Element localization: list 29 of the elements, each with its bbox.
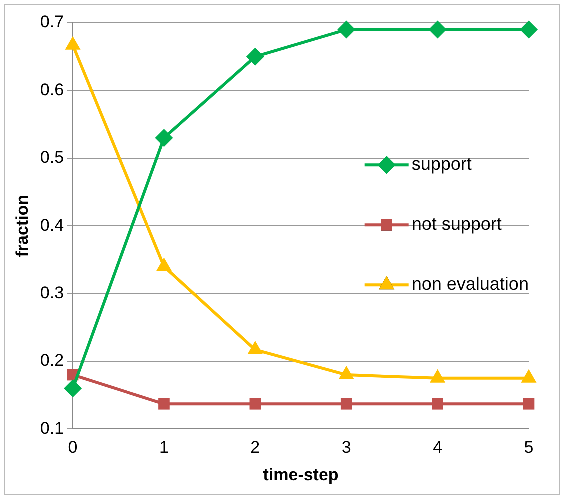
point: [250, 398, 262, 410]
point: [428, 20, 447, 39]
x-axis-title: time-step: [263, 465, 339, 484]
point: [158, 398, 170, 410]
legend-label: not support: [412, 214, 502, 234]
y-tick-label: 0.2: [40, 351, 64, 370]
point: [64, 380, 82, 398]
y-tick-label: 0.4: [40, 216, 64, 235]
y-tick-label: 0.1: [40, 418, 64, 438]
y-tick-label: 0.5: [40, 148, 64, 168]
y-tick-label: 0.6: [40, 80, 64, 100]
y-tick-label: 0.3: [40, 283, 64, 302]
x-tick-label: 4: [433, 438, 443, 458]
legend-label: support: [412, 154, 472, 174]
legend-label: non evaluation: [412, 274, 529, 294]
y-axis-title: fraction: [12, 194, 32, 258]
x-tick-label: 0: [68, 438, 78, 458]
point: [246, 48, 264, 66]
y-tick-label: 0.7: [40, 12, 64, 32]
point: [523, 398, 535, 410]
point: [432, 398, 444, 410]
x-tick-label: 3: [342, 438, 352, 458]
point: [338, 20, 356, 39]
point: [520, 20, 538, 39]
x-tick-label: 1: [159, 438, 169, 458]
point: [340, 398, 352, 410]
x-tick-label: 2: [250, 438, 260, 458]
point: [155, 129, 174, 148]
x-tick-label: 5: [524, 438, 534, 458]
